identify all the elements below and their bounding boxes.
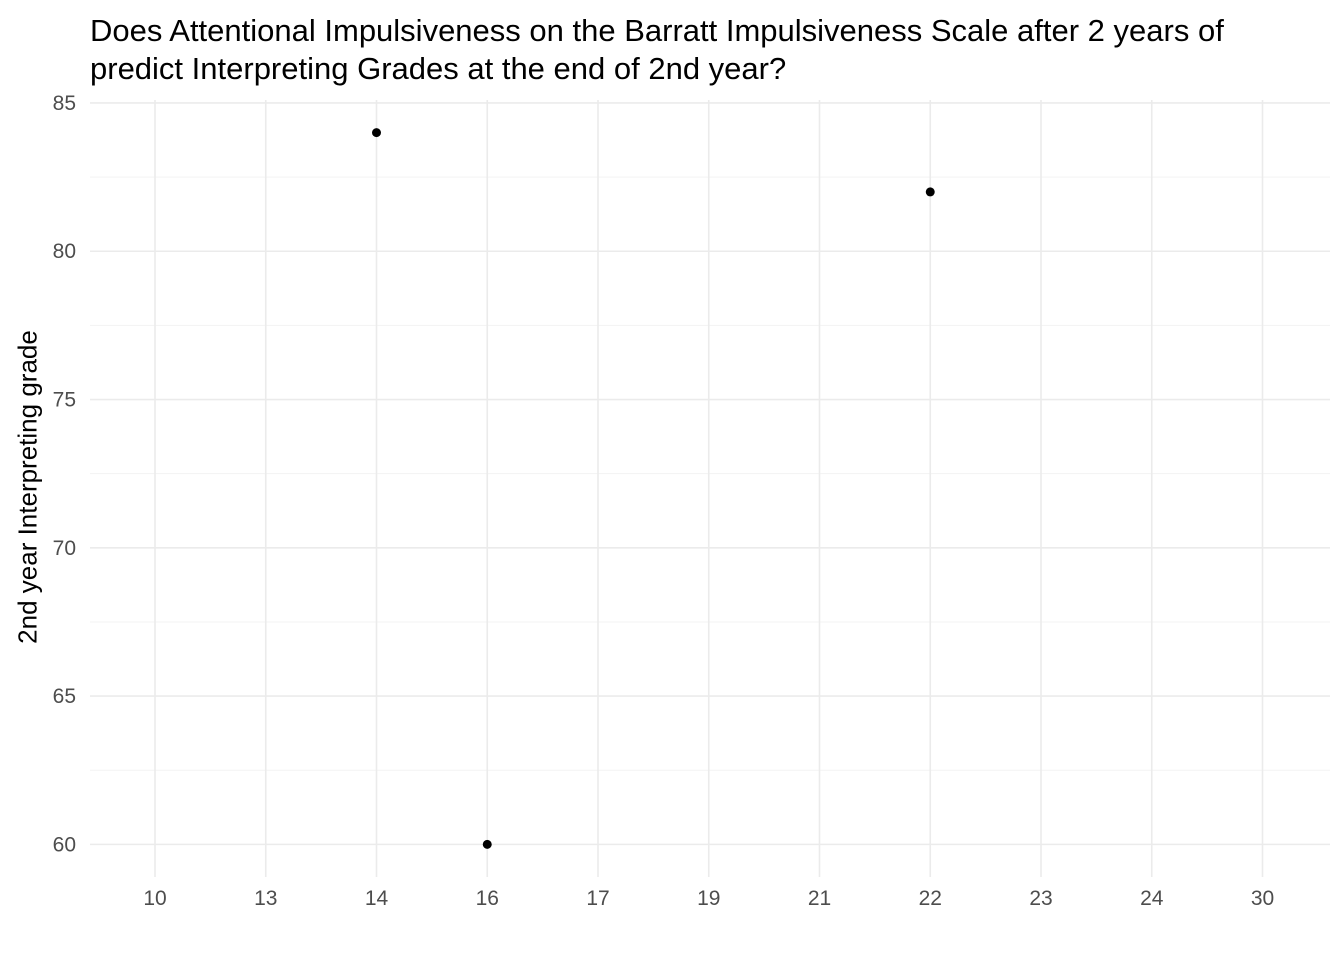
chart-title: Does Attentional Impulsiveness on the Ba… [90,12,1340,88]
y-tick-label: 80 [53,240,76,263]
chart-title-line-2: predict Interpreting Grades at the end o… [90,51,787,86]
y-tick-label: 65 [53,685,76,708]
x-tick-label: 14 [365,887,389,910]
data-point [372,128,381,138]
y-tick-label: 60 [53,833,76,856]
chart-title-line-1: Does Attentional Impulsiveness on the Ba… [90,13,1224,48]
x-tick-label: 19 [697,887,720,910]
x-tick-label: 13 [254,887,277,910]
y-tick-label: 75 [53,389,76,412]
x-tick-label: 24 [1140,887,1164,910]
x-tick-label: 10 [143,887,166,910]
x-tick-label: 16 [476,887,499,910]
x-tick-label: 22 [919,887,942,910]
data-point [482,839,492,849]
x-tick-label: 17 [586,887,609,910]
data-point [925,187,935,197]
x-tick-label: 23 [1029,887,1052,910]
x-tick-label: 21 [808,887,831,910]
y-tick-label: 70 [53,537,76,560]
x-tick-label: 30 [1251,887,1274,910]
y-tick-label: 85 [53,92,76,115]
